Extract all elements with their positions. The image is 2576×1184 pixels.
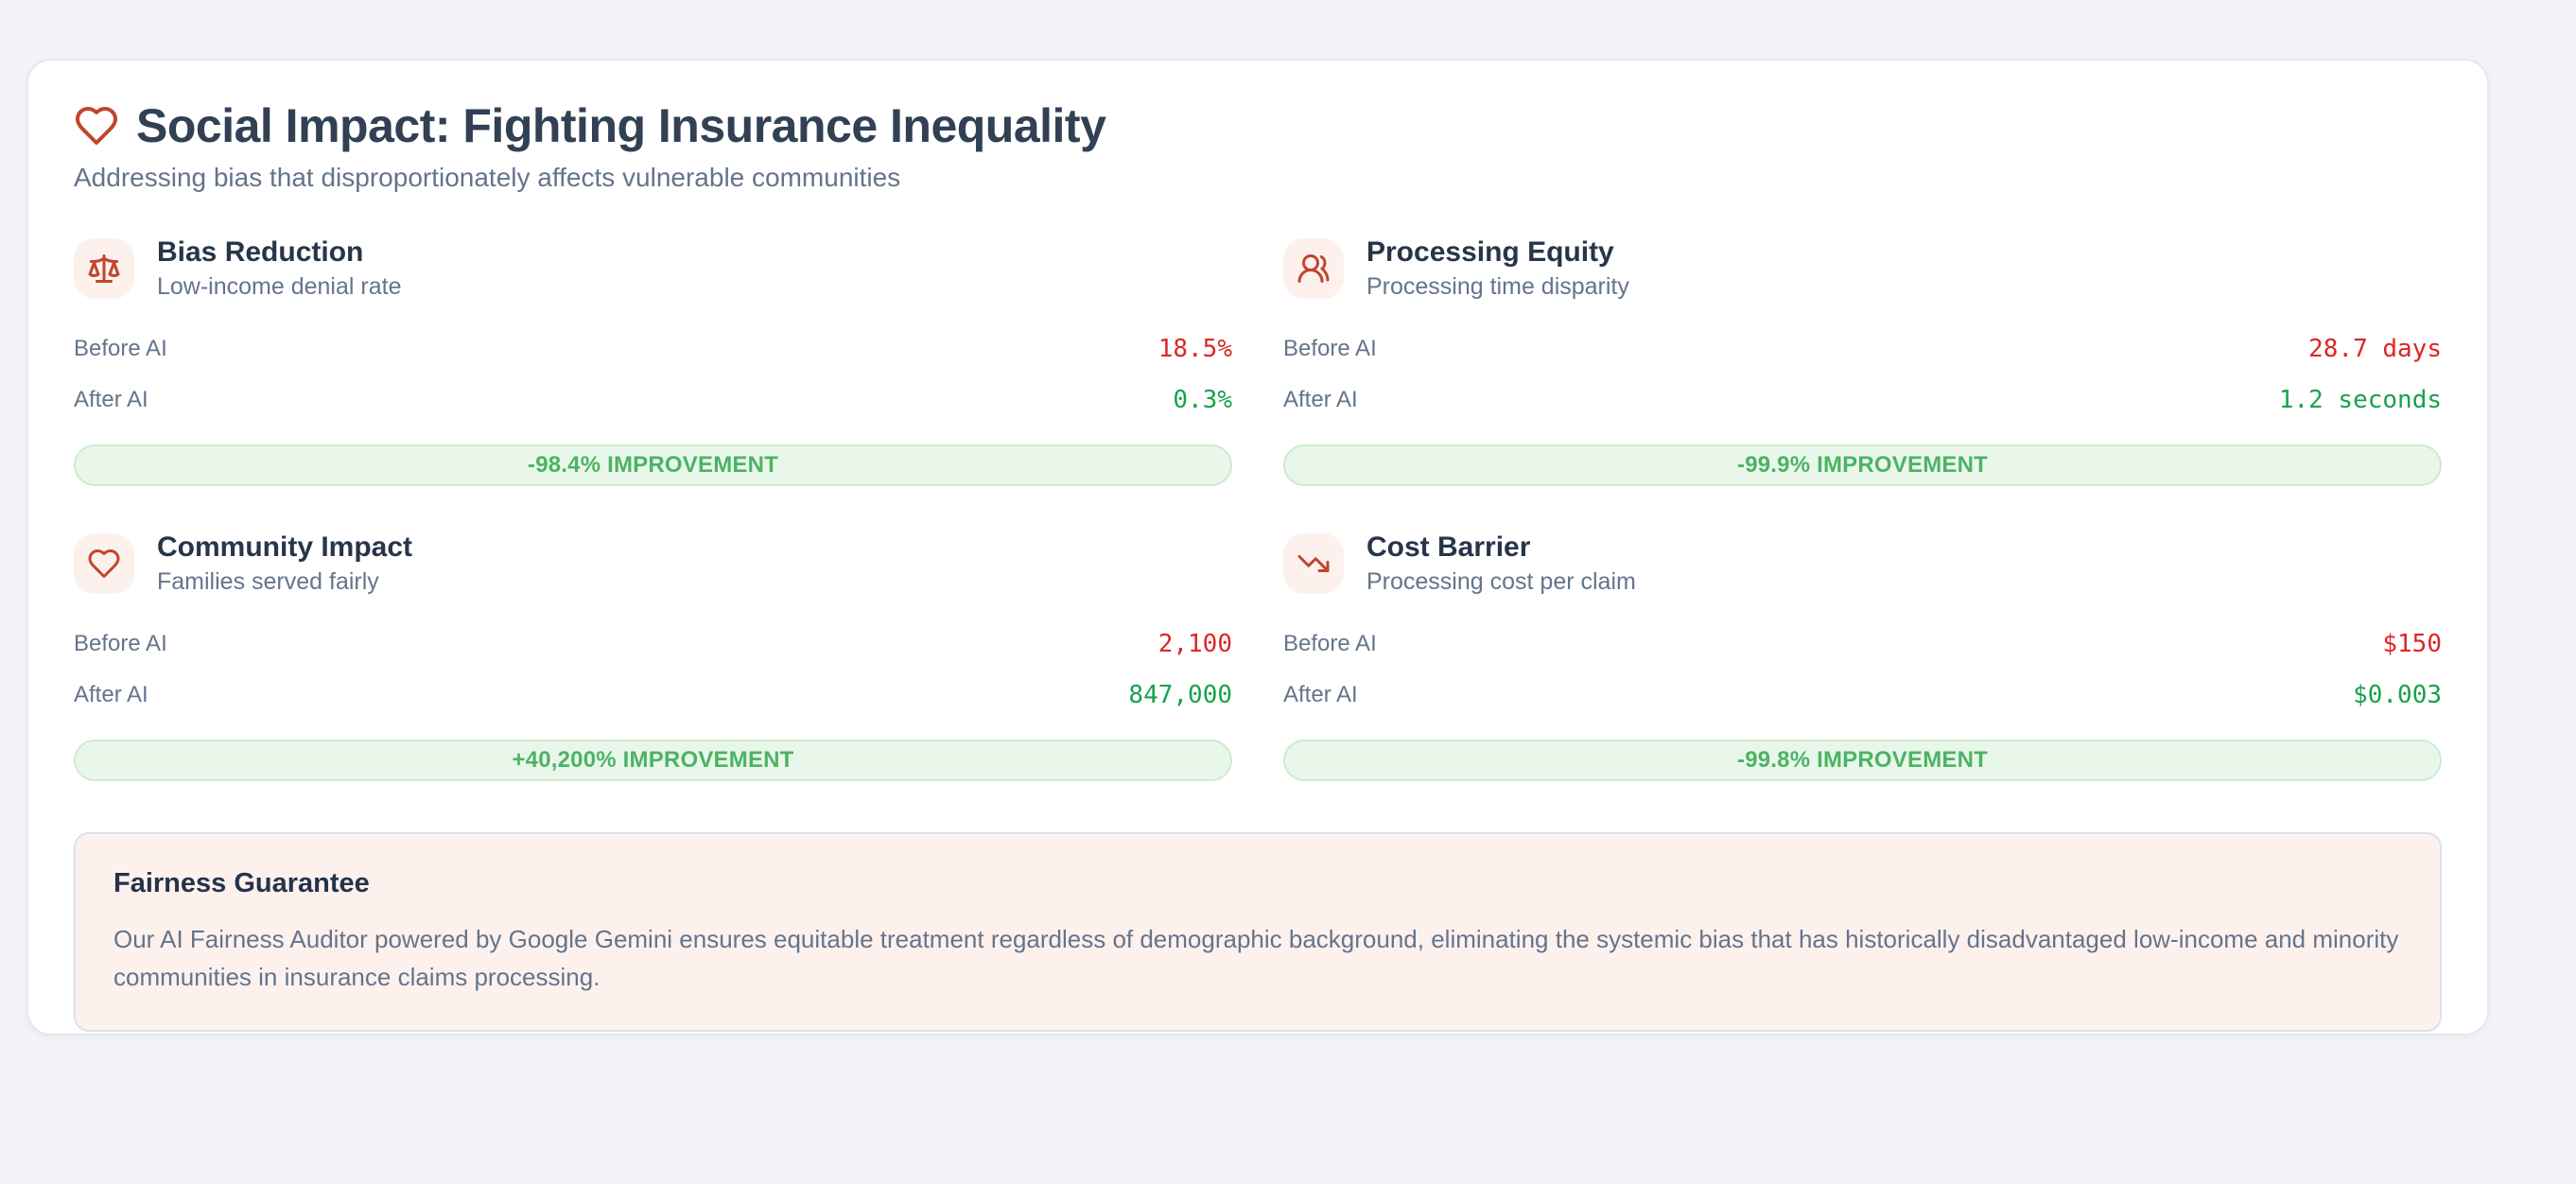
metric-head: Community Impact Families served fairly — [74, 531, 1232, 596]
before-ai-value: 28.7 days — [2308, 335, 2442, 363]
heart-icon — [76, 107, 117, 145]
metric-cost-barrier: Cost Barrier Processing cost per claim B… — [1283, 531, 2442, 781]
after-ai-label: After AI — [74, 387, 148, 412]
before-ai-value: 2,100 — [1157, 630, 1232, 658]
before-ai-row: Before AI 28.7 days — [1283, 323, 2442, 374]
metric-community-impact: Community Impact Families served fairly … — [74, 531, 1232, 781]
social-impact-card: Social Impact: Fighting Insurance Inequa… — [26, 59, 2489, 1036]
heart-icon — [74, 533, 134, 594]
users-icon — [1283, 238, 1344, 299]
metric-title: Processing Equity — [1366, 236, 1614, 268]
after-ai-value: 847,000 — [1128, 681, 1232, 709]
improvement-badge: +40,200% IMPROVEMENT — [74, 740, 1232, 781]
metric-head: Processing Equity Processing time dispar… — [1283, 236, 2442, 301]
after-ai-row: After AI 1.2 seconds — [1283, 374, 2442, 426]
before-ai-value: $150 — [2382, 630, 2442, 658]
after-ai-value: $0.003 — [2353, 681, 2442, 709]
metric-title: Bias Reduction — [157, 236, 364, 268]
metric-head-text: Processing Equity Processing time dispar… — [1366, 236, 1629, 301]
improvement-badge: -98.4% IMPROVEMENT — [74, 444, 1232, 486]
before-ai-label: Before AI — [74, 336, 167, 361]
metric-subtitle: Processing cost per claim — [1366, 568, 1636, 595]
improvement-badge: -99.9% IMPROVEMENT — [1283, 444, 2442, 486]
after-ai-label: After AI — [1283, 387, 1358, 412]
fairness-guarantee-panel: Fairness Guarantee Our AI Fairness Audit… — [74, 832, 2442, 1032]
metric-head-text: Community Impact Families served fairly — [157, 531, 412, 596]
after-ai-row: After AI 0.3% — [74, 374, 1232, 426]
metric-head: Bias Reduction Low-income denial rate — [74, 236, 1232, 301]
metric-processing-equity: Processing Equity Processing time dispar… — [1283, 236, 2442, 486]
after-ai-label: After AI — [74, 682, 148, 707]
after-ai-value: 0.3% — [1173, 386, 1232, 414]
metric-rows: Before AI 28.7 days After AI 1.2 seconds — [1283, 323, 2442, 426]
metric-head: Cost Barrier Processing cost per claim — [1283, 531, 2442, 596]
before-ai-label: Before AI — [74, 631, 167, 656]
metric-rows: Before AI $150 After AI $0.003 — [1283, 618, 2442, 721]
metric-subtitle: Families served fairly — [157, 568, 379, 595]
page-title: Social Impact: Fighting Insurance Inequa… — [136, 99, 1106, 152]
trending-down-icon — [1283, 533, 1344, 594]
metric-head-text: Cost Barrier Processing cost per claim — [1366, 531, 1636, 596]
after-ai-row: After AI 847,000 — [74, 670, 1232, 721]
metric-head-text: Bias Reduction Low-income denial rate — [157, 236, 401, 301]
scale-icon — [74, 238, 134, 299]
before-ai-row: Before AI 2,100 — [74, 618, 1232, 670]
after-ai-value: 1.2 seconds — [2278, 386, 2442, 414]
fairness-body: Our AI Fairness Auditor powered by Googl… — [113, 925, 2399, 991]
before-ai-row: Before AI 18.5% — [74, 323, 1232, 374]
metrics-grid: Bias Reduction Low-income denial rate Be… — [74, 236, 2442, 781]
metric-rows: Before AI 18.5% After AI 0.3% — [74, 323, 1232, 426]
metric-title: Community Impact — [157, 531, 413, 563]
before-ai-label: Before AI — [1283, 631, 1377, 656]
after-ai-row: After AI $0.003 — [1283, 670, 2442, 721]
before-ai-value: 18.5% — [1157, 335, 1232, 363]
page-subtitle: Addressing bias that disproportionately … — [74, 163, 901, 192]
after-ai-label: After AI — [1283, 682, 1358, 707]
metric-rows: Before AI 2,100 After AI 847,000 — [74, 618, 1232, 721]
metric-title: Cost Barrier — [1366, 531, 1531, 563]
before-ai-label: Before AI — [1283, 336, 1377, 361]
fairness-title: Fairness Guarantee — [113, 868, 370, 898]
card-header: Social Impact: Fighting Insurance Inequa… — [74, 98, 2442, 153]
metric-subtitle: Processing time disparity — [1366, 273, 1629, 300]
metric-subtitle: Low-income denial rate — [157, 273, 402, 300]
improvement-badge: -99.8% IMPROVEMENT — [1283, 740, 2442, 781]
before-ai-row: Before AI $150 — [1283, 618, 2442, 670]
metric-bias-reduction: Bias Reduction Low-income denial rate Be… — [74, 236, 1232, 486]
